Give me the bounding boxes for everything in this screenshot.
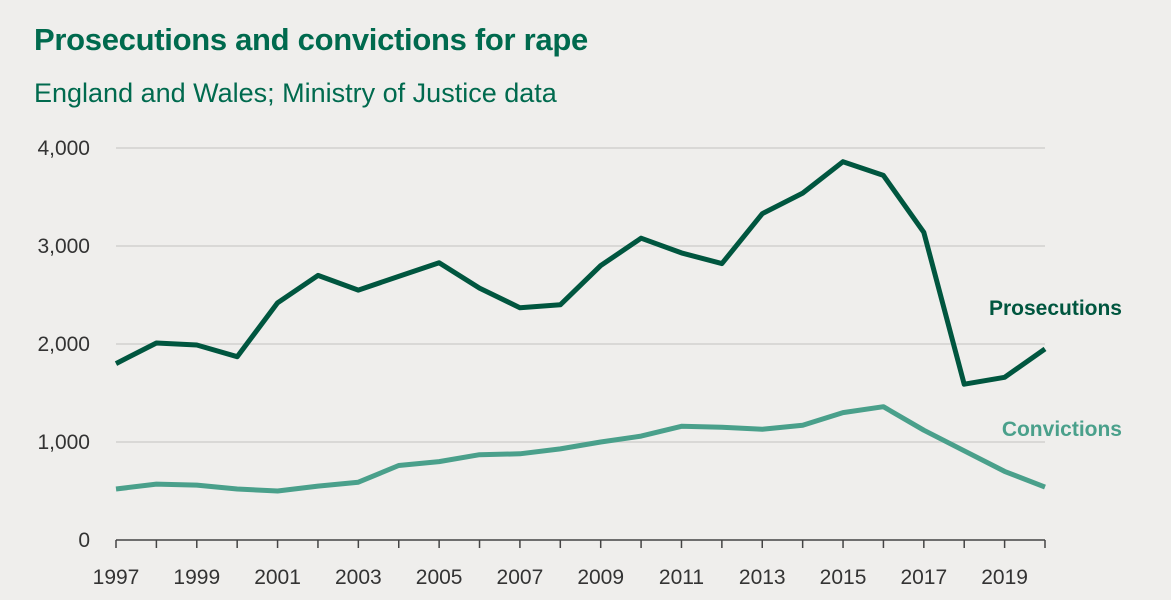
x-tick-label: 2005 bbox=[416, 566, 463, 589]
y-tick-label: 3,000 bbox=[37, 235, 90, 258]
x-tick-label: 1997 bbox=[93, 566, 140, 589]
x-tick-label: 2009 bbox=[577, 566, 624, 589]
x-tick-label: 2019 bbox=[981, 566, 1028, 589]
x-tick-label: 2003 bbox=[335, 566, 382, 589]
series-line-convictions bbox=[115, 404, 1046, 494]
x-tick-label: 2013 bbox=[739, 566, 786, 589]
chart-title: Prosecutions and convictions for rape bbox=[34, 22, 588, 57]
x-tick-label: 2001 bbox=[254, 566, 301, 589]
y-tick-label: 2,000 bbox=[37, 333, 90, 356]
series-label-convictions: Convictions bbox=[1002, 418, 1122, 441]
y-tick-label: 0 bbox=[78, 529, 90, 552]
series-line-prosecutions bbox=[114, 159, 1047, 387]
y-tick-label: 4,000 bbox=[37, 137, 90, 160]
x-tick-label: 2015 bbox=[820, 566, 867, 589]
x-tick-label: 2017 bbox=[900, 566, 947, 589]
x-tick-label: 2007 bbox=[497, 566, 544, 589]
series-label-prosecutions: Prosecutions bbox=[989, 297, 1122, 320]
chart-subtitle: England and Wales; Ministry of Justice d… bbox=[34, 78, 557, 108]
x-tick-label: 1999 bbox=[173, 566, 220, 589]
y-tick-label: 1,000 bbox=[37, 431, 90, 454]
x-tick-label: 2011 bbox=[659, 566, 704, 589]
